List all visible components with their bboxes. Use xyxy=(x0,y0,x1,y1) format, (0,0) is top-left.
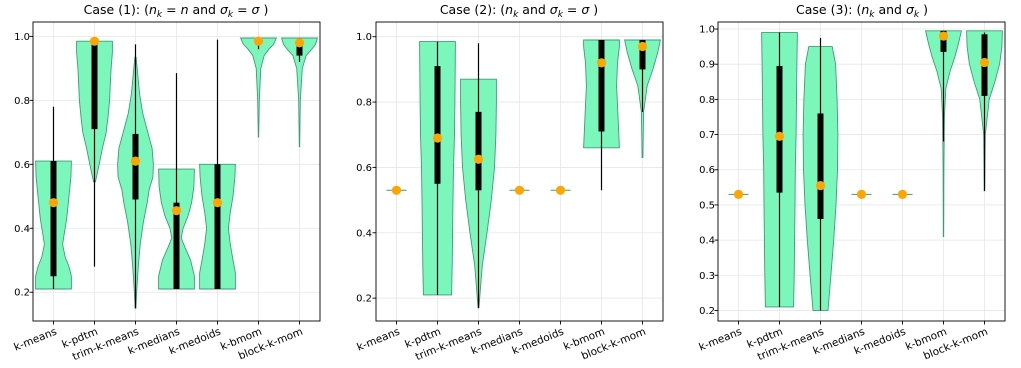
mean-marker xyxy=(979,57,990,68)
chart-title: Case (1): (nk = n and σk = σ ) xyxy=(84,2,269,20)
mean-marker xyxy=(774,131,785,141)
y-tick-label: 0.7 xyxy=(699,130,715,141)
mean-marker xyxy=(432,133,443,143)
x-tick-label: k-means xyxy=(355,326,401,354)
iqr-box xyxy=(940,30,947,52)
y-tick-label: 0.6 xyxy=(699,165,715,176)
violin-k-pdtm xyxy=(761,32,798,308)
iqr-box xyxy=(434,66,441,184)
violin-body xyxy=(280,37,319,148)
violin-k-medians xyxy=(509,185,530,195)
iqr-box xyxy=(475,111,482,191)
iqr-box xyxy=(214,164,221,290)
violin-k-means xyxy=(35,106,72,290)
mean-marker xyxy=(294,38,305,48)
mean-marker xyxy=(733,189,744,199)
iqr-box xyxy=(132,133,139,200)
mean-marker xyxy=(48,198,59,208)
mean-marker xyxy=(856,189,867,199)
violin-k-means xyxy=(386,185,407,195)
mean-marker xyxy=(555,185,566,195)
violin-k-pdtm xyxy=(419,41,456,296)
y-tick-label: 0.8 xyxy=(356,98,372,109)
mean-marker xyxy=(253,36,264,46)
violin-block-k-mom xyxy=(280,37,319,148)
mean-marker xyxy=(815,180,826,191)
iqr-box xyxy=(598,39,605,132)
y-tick-label: 0.4 xyxy=(699,236,715,247)
y-tick-label: 0.5 xyxy=(699,200,715,211)
chart-title: Case (2): (nk and σk = σ ) xyxy=(440,2,598,20)
mean-marker xyxy=(637,41,648,52)
violin-k-medoids xyxy=(550,185,571,195)
violin-trim-k-means xyxy=(802,37,839,311)
y-tick-label: 0.9 xyxy=(699,60,715,71)
violin-trim-k-means xyxy=(117,44,154,309)
y-tick-label: 0.2 xyxy=(699,306,715,317)
y-tick-label: 0.6 xyxy=(14,160,30,171)
x-tick-label: k-means xyxy=(12,326,58,354)
y-tick-label: 0.8 xyxy=(14,96,30,107)
violin-block-k-mom xyxy=(624,39,661,159)
y-tick-label: 0.4 xyxy=(14,224,30,235)
y-tick-label: 1.0 xyxy=(14,32,30,43)
y-tick-label: 0.2 xyxy=(356,294,372,305)
mean-marker xyxy=(212,198,223,208)
iqr-box xyxy=(776,65,783,193)
violin-body xyxy=(239,37,278,138)
violin-block-k-mom xyxy=(966,30,1003,192)
y-tick-label: 1.0 xyxy=(699,25,715,36)
violin-k-medoids xyxy=(199,39,236,290)
violin-k-medians xyxy=(851,189,872,199)
y-tick-label: 0.8 xyxy=(699,95,715,106)
violin-k-bmom xyxy=(925,30,962,238)
y-tick-label: 0.3 xyxy=(699,271,715,282)
iqr-box xyxy=(173,202,180,290)
mean-marker xyxy=(514,185,525,195)
y-tick-label: 0.4 xyxy=(356,228,372,239)
chart-panel-case-1: 0.20.40.60.81.0k-means k-pdtmtrim-k-means… xyxy=(12,2,321,363)
mean-marker xyxy=(938,31,949,41)
mean-marker xyxy=(171,206,182,216)
grid xyxy=(718,22,1005,321)
mean-marker xyxy=(89,36,100,46)
iqr-box xyxy=(817,113,824,219)
mean-marker xyxy=(391,185,402,195)
mean-marker xyxy=(897,189,908,199)
mean-marker xyxy=(596,58,607,68)
violin-k-pdtm xyxy=(76,36,113,267)
chart-title: Case (3): (nk and σk ) xyxy=(796,2,928,20)
iqr-box xyxy=(639,39,646,70)
iqr-box xyxy=(91,44,98,130)
y-tick-label: 0.2 xyxy=(14,288,30,299)
violin-k-medians xyxy=(158,73,195,290)
iqr-box xyxy=(50,161,57,277)
y-tick-label: 0.6 xyxy=(356,163,372,174)
y-tick-label: 1.0 xyxy=(356,32,372,43)
mean-marker xyxy=(473,154,484,164)
iqr-box xyxy=(296,39,303,56)
chart-panel-case-3: 0.20.30.40.50.60.70.80.91.0k-means k-pdtm… xyxy=(697,2,1006,363)
violin-k-means xyxy=(728,189,749,199)
x-tick-label: k-means xyxy=(697,326,743,354)
grid xyxy=(376,22,663,321)
violin-k-bmom xyxy=(239,36,278,138)
chart-panel-case-2: 0.20.40.60.81.0k-means k-pdtmtrim-k-means… xyxy=(355,2,664,363)
violin-trim-k-means xyxy=(460,43,497,309)
mean-marker xyxy=(130,156,141,166)
violin-k-medoids xyxy=(892,189,913,199)
violin-k-bmom xyxy=(583,39,620,191)
